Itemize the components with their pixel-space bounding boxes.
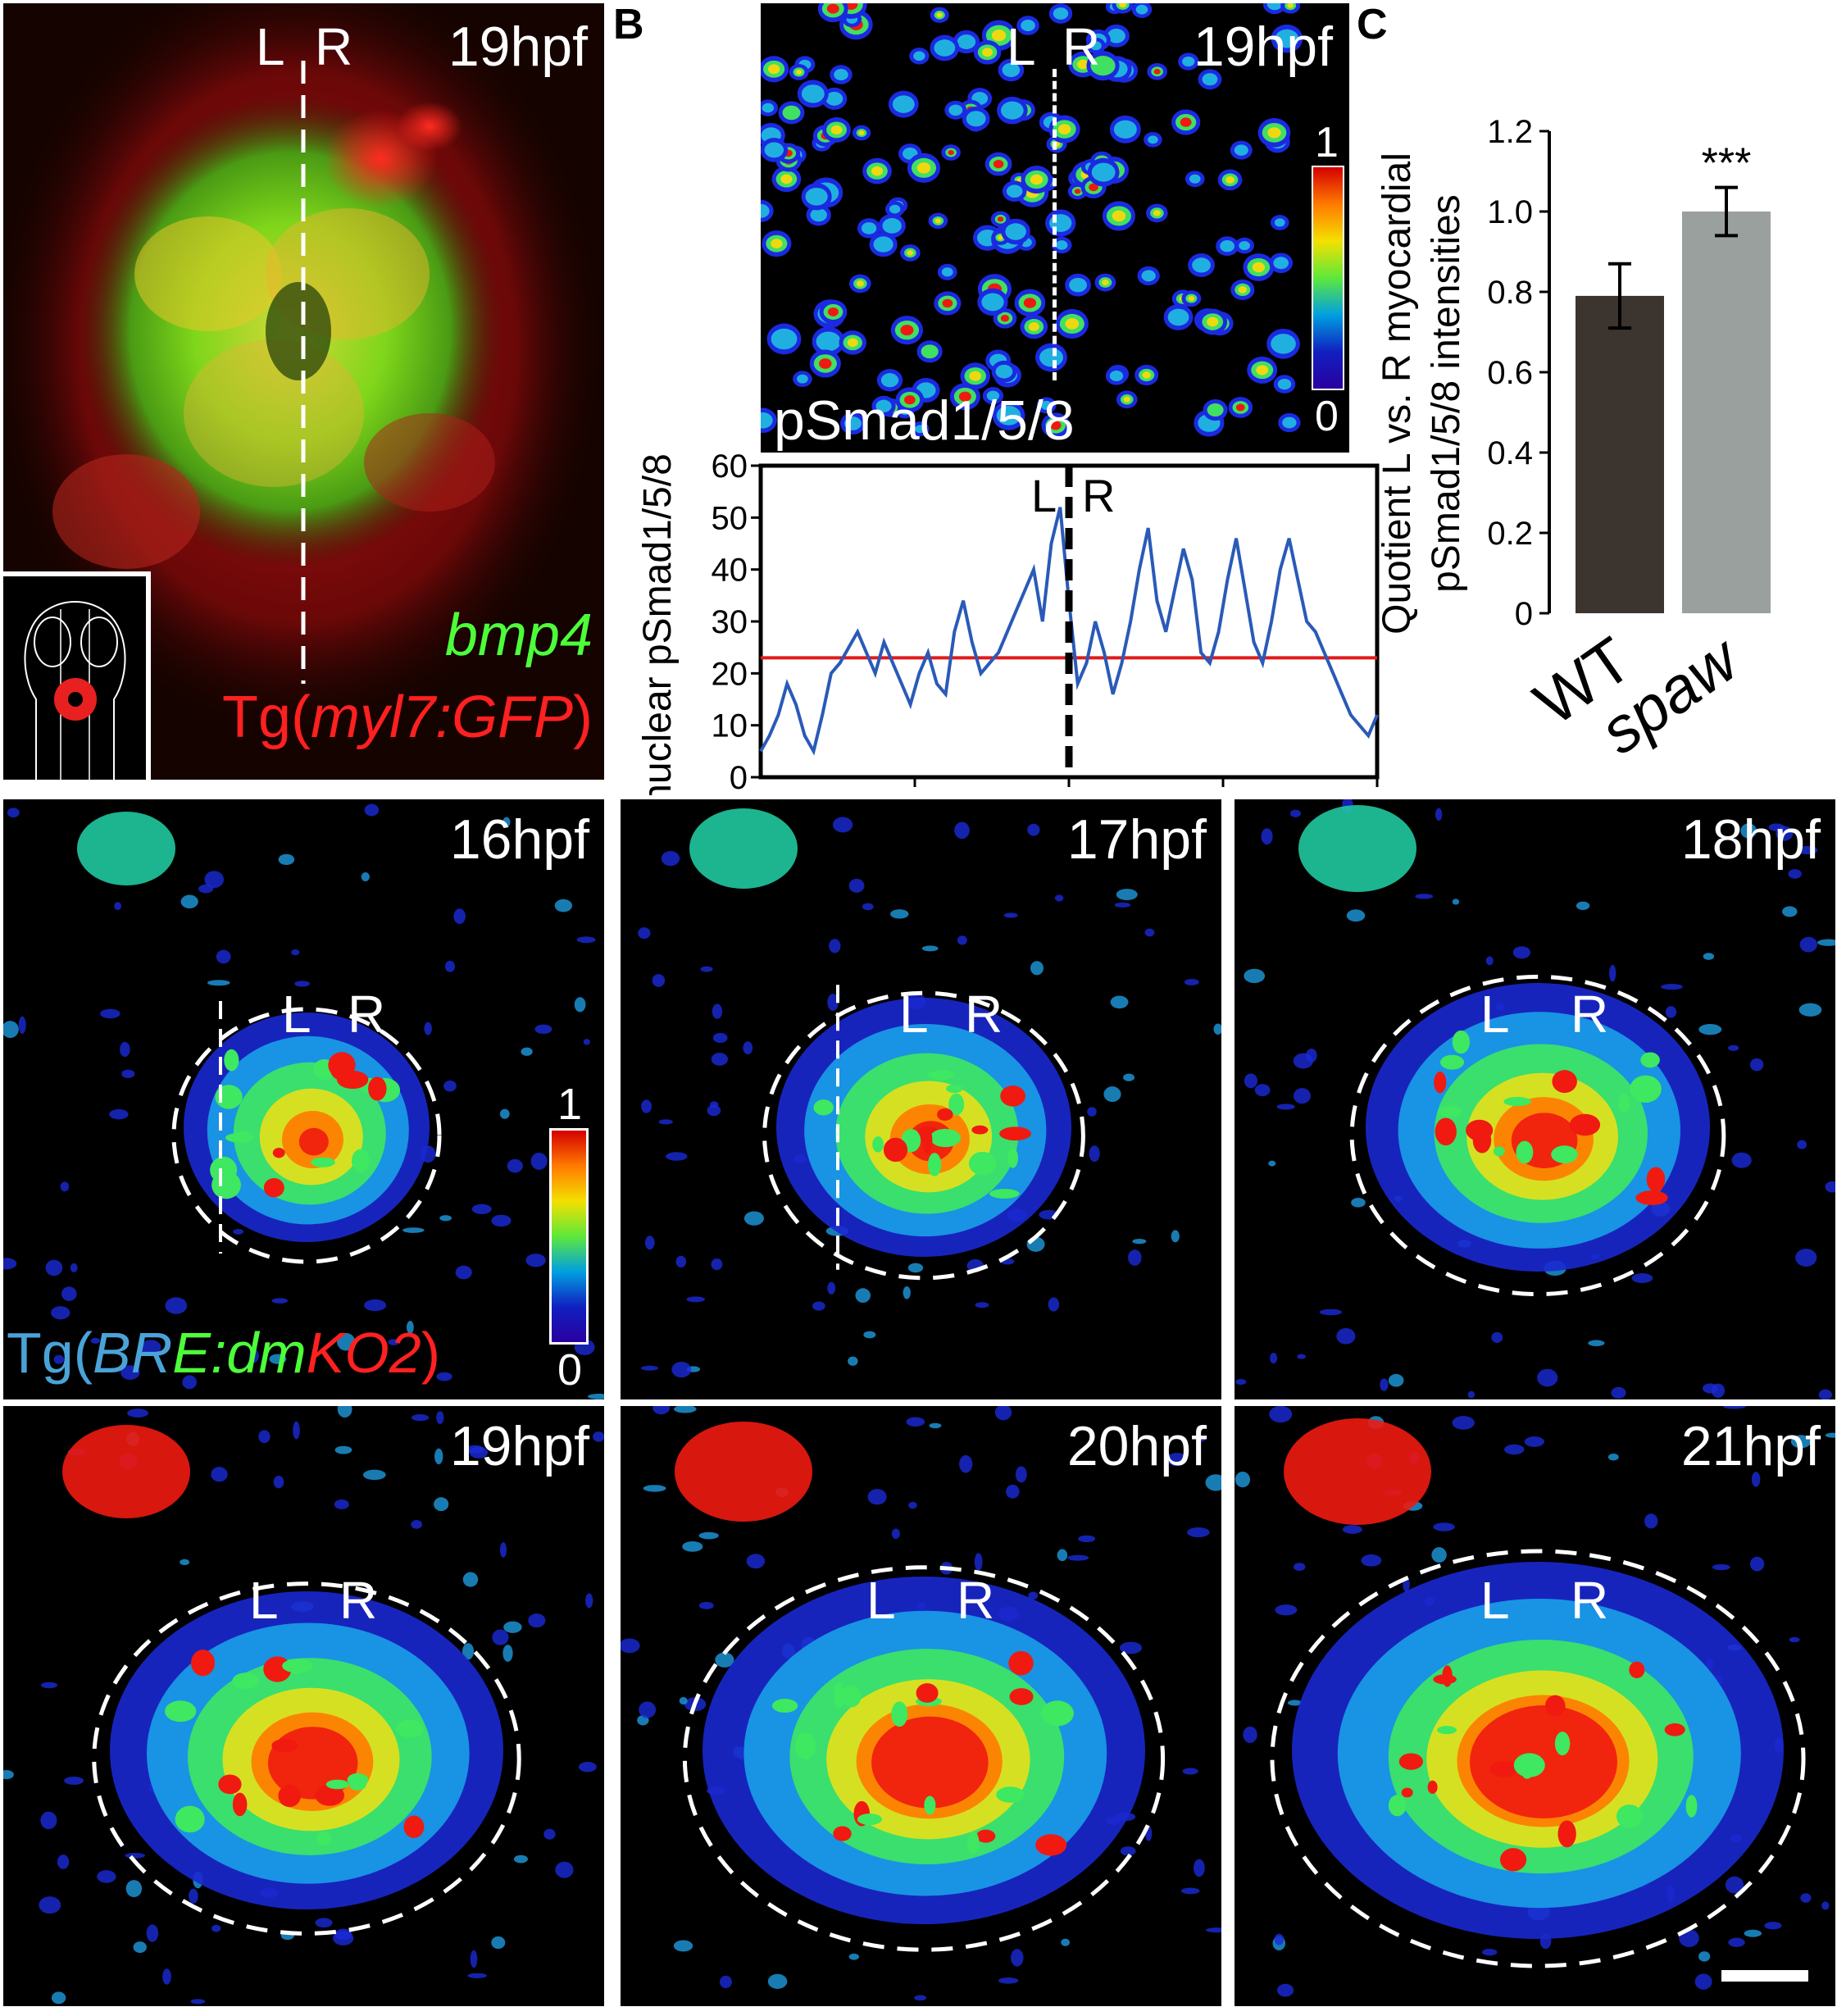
timepoint-tile: 16hpf L R xyxy=(3,799,604,1399)
psmad-stain-label: pSmad1/5/8 xyxy=(774,389,1075,452)
tile-right-label: R xyxy=(957,1571,995,1630)
y-tick-label: 60 xyxy=(712,448,748,485)
colorbar-min-label: 0 xyxy=(1315,393,1339,440)
colorbar-max-label: 1 xyxy=(1315,119,1339,166)
tile-left-label: L xyxy=(249,1571,279,1630)
bmp4-label: bmp4 xyxy=(444,603,593,668)
tile-left-label: L xyxy=(1480,985,1510,1044)
tg-italic: myl7:GFP xyxy=(310,685,574,750)
tile-left-label: L xyxy=(1480,1571,1510,1630)
bre-reporter-heatmap xyxy=(3,803,604,1399)
embryo-schematic-inset xyxy=(3,571,151,780)
panel-a-left-label: L xyxy=(256,17,285,76)
tile-left-label: L xyxy=(282,985,311,1044)
tile-right-label: R xyxy=(965,985,1003,1044)
y-axis-label-line1: Quotient L vs. R myocardial xyxy=(1375,152,1419,635)
tg-suffix: ) xyxy=(573,685,593,750)
tile-right-label: R xyxy=(339,1571,378,1630)
panel-a-right-label: R xyxy=(315,17,353,76)
timepoint-tile: 19hpf L R xyxy=(3,1406,604,2006)
timepoint-tile: 18hpf L R xyxy=(1235,799,1835,1399)
panel-c-letter: C xyxy=(1357,1,1388,48)
panel-b-letter: B xyxy=(613,1,644,48)
tg-prefix: Tg( xyxy=(221,685,311,750)
panel-a-image: 19hpf L R bmp4 Tg(myl7:GFP) xyxy=(3,3,604,780)
bre-tg-part3: KO2 xyxy=(306,1321,421,1385)
timepoint-tile: 20hpf L R xyxy=(621,1406,1221,2006)
panel-b-left-label: L xyxy=(1007,17,1036,76)
panel-b-timepoint: 19hpf xyxy=(1193,16,1333,78)
panel-c-quotient-bar-chart: 0 0.2 0.4 0.6 0.8 1.0 1.2 Quotient L vs. R myoc… xyxy=(1375,114,1771,767)
embryo-outline-icon xyxy=(24,601,126,780)
bre-reporter-heatmap xyxy=(3,1406,604,2005)
bre-tg-part2: E:dm xyxy=(172,1321,307,1385)
timepoint-tile: 17hpf L R xyxy=(621,799,1221,1399)
y-tick-label: 0.8 xyxy=(1487,275,1533,311)
x-tick-label: 210 xyxy=(1196,791,1251,795)
psmad-nuclei-heatmap xyxy=(761,3,1303,439)
heart-fluorescence-image xyxy=(3,3,604,741)
y-tick-label: 0.6 xyxy=(1487,355,1533,391)
tile-timepoint: 19hpf xyxy=(449,1415,589,1477)
y-tick-label: 0 xyxy=(730,760,748,795)
bre-reporter-heatmap xyxy=(638,808,1221,1378)
x-tick-label: 70 xyxy=(897,791,934,795)
tile-timepoint: 21hpf xyxy=(1680,1415,1821,1477)
y-tick-label: 50 xyxy=(712,500,748,536)
bre-tg-part1: BR xyxy=(93,1321,173,1385)
tile-left-label: L xyxy=(899,985,929,1044)
panel-d-colorbar-min: 0 xyxy=(557,1345,583,1395)
y-axis-label-line2: pSmad1/5/8 intensities xyxy=(1425,194,1468,593)
panel-b-colorbar xyxy=(1312,166,1344,390)
y-tick-label: 0.2 xyxy=(1487,516,1533,552)
panel-a-timepoint: 19hpf xyxy=(448,16,588,78)
y-axis-label: Mean nuclear pSmad1/5/8 intensity xyxy=(636,443,680,795)
tile-right-label: R xyxy=(348,985,386,1044)
tile-timepoint: 17hpf xyxy=(1066,808,1207,871)
divider-left-label: L xyxy=(1031,470,1057,521)
tile-right-label: R xyxy=(1571,1571,1609,1630)
bar xyxy=(1682,212,1771,613)
panel-b-intensity-profile-chart: 010203040506070140210280distance (µM)Mea… xyxy=(636,443,1400,795)
bre-reporter-heatmap xyxy=(621,1406,1221,2001)
y-tick-label: 40 xyxy=(712,553,748,589)
panel-b-divider xyxy=(1053,69,1057,380)
scale-bar xyxy=(1721,1970,1808,1982)
tile-timepoint: 16hpf xyxy=(449,808,589,871)
y-tick-label: 20 xyxy=(712,656,748,692)
bre-transgene-label: Tg(BRE:dmKO2) xyxy=(7,1320,440,1386)
tile-left-label: L xyxy=(866,1571,896,1630)
bre-reporter-heatmap xyxy=(1235,1406,1835,1997)
panel-d-colorbar-max: 1 xyxy=(557,1080,583,1129)
x-tick-label: 280 xyxy=(1350,791,1400,795)
y-tick-label: 30 xyxy=(712,604,748,640)
timepoint-tile: 21hpf L R xyxy=(1235,1406,1835,2006)
y-tick-label: 1.2 xyxy=(1487,114,1533,150)
bre-tg-suffix: ) xyxy=(421,1321,441,1385)
tile-timepoint: 18hpf xyxy=(1680,808,1821,871)
y-tick-label: 0.4 xyxy=(1487,435,1533,471)
panel-b-right-label: R xyxy=(1062,17,1101,76)
divider-right-label: R xyxy=(1082,470,1115,521)
significance-marker: *** xyxy=(1702,140,1752,188)
y-tick-label: 0 xyxy=(1515,596,1533,632)
myl7-transgene-label: Tg(myl7:GFP) xyxy=(222,684,593,751)
panel-b-image: 19hpf L R pSmad1/5/8 1 0 xyxy=(761,3,1349,453)
y-tick-label: 10 xyxy=(712,708,748,744)
y-tick-label: 1.0 xyxy=(1487,194,1533,230)
bar xyxy=(1576,295,1664,613)
panel-d-colorbar xyxy=(549,1128,589,1345)
tile-right-label: R xyxy=(1571,985,1609,1044)
bre-reporter-heatmap xyxy=(1235,799,1835,1399)
bre-tg-prefix: Tg( xyxy=(7,1321,93,1385)
tile-timepoint: 20hpf xyxy=(1066,1415,1207,1477)
x-tick-label: 140 xyxy=(1042,791,1097,795)
